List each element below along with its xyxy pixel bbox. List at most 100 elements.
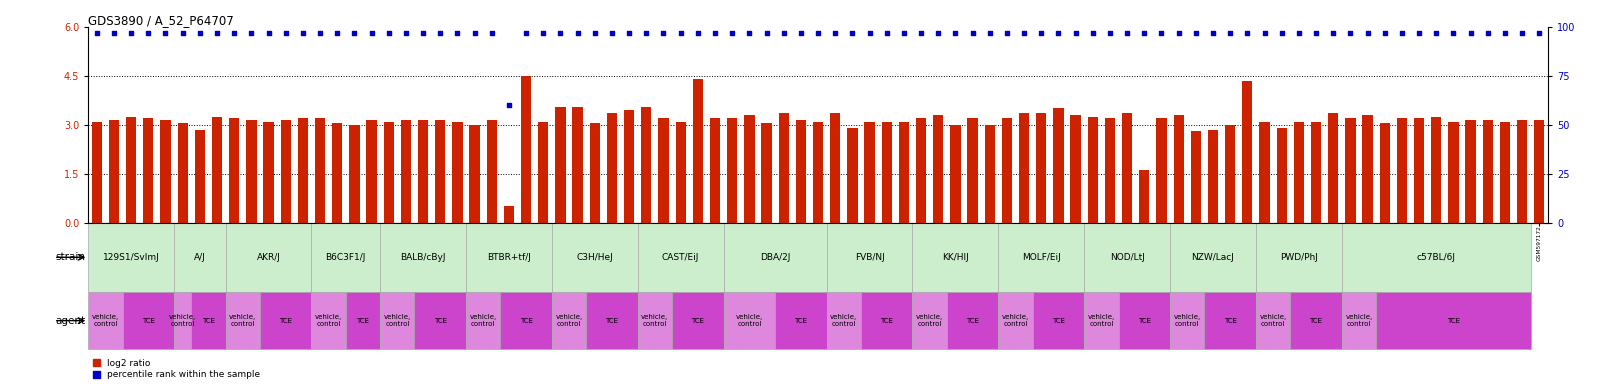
Bar xyxy=(1482,120,1493,223)
Bar xyxy=(414,292,467,349)
Text: TCE: TCE xyxy=(605,318,619,324)
Bar xyxy=(762,123,772,223)
Bar xyxy=(1448,121,1458,223)
Point xyxy=(393,30,419,36)
Bar xyxy=(913,223,998,292)
Point xyxy=(1423,30,1448,36)
Text: TCE: TCE xyxy=(1137,318,1150,324)
Bar xyxy=(1054,109,1063,223)
Text: c57BL/6J: c57BL/6J xyxy=(1416,253,1456,262)
Point xyxy=(324,30,350,36)
Point xyxy=(926,30,951,36)
Bar xyxy=(435,120,446,223)
Point xyxy=(1011,30,1036,36)
Point xyxy=(805,30,831,36)
Text: strain: strain xyxy=(55,252,85,262)
Text: TCE: TCE xyxy=(794,318,807,324)
Bar xyxy=(1310,121,1322,223)
Point xyxy=(308,30,334,36)
Point xyxy=(547,30,573,36)
Bar xyxy=(1019,113,1030,223)
Point xyxy=(1079,30,1105,36)
Text: NOD/LtJ: NOD/LtJ xyxy=(1110,253,1145,262)
Bar xyxy=(946,292,998,349)
Bar xyxy=(486,120,497,223)
Point xyxy=(255,30,281,36)
Point xyxy=(667,30,693,36)
Point xyxy=(943,30,969,36)
Bar xyxy=(537,121,549,223)
Point xyxy=(959,30,985,36)
Bar xyxy=(226,223,311,292)
Point xyxy=(857,30,882,36)
Text: A/J: A/J xyxy=(194,253,205,262)
Point xyxy=(1166,30,1192,36)
Bar xyxy=(865,121,874,223)
Point xyxy=(651,30,677,36)
Bar xyxy=(950,125,961,223)
Bar xyxy=(311,292,346,349)
Text: C3H/HeJ: C3H/HeJ xyxy=(576,253,613,262)
Bar xyxy=(744,115,754,223)
Bar xyxy=(191,292,226,349)
Text: TCE: TCE xyxy=(1052,318,1065,324)
Text: TCE: TCE xyxy=(356,318,369,324)
Text: TCE: TCE xyxy=(966,318,978,324)
Point xyxy=(1371,30,1397,36)
Bar xyxy=(1190,131,1201,223)
Bar xyxy=(88,223,175,292)
Bar xyxy=(775,292,826,349)
Point xyxy=(1131,30,1156,36)
Text: vehicle,
control: vehicle, control xyxy=(1174,314,1201,327)
Bar xyxy=(1169,223,1256,292)
Point xyxy=(1440,30,1466,36)
Bar xyxy=(829,113,840,223)
Point xyxy=(101,30,127,36)
Bar xyxy=(1241,81,1253,223)
Point xyxy=(1407,30,1432,36)
Text: PWD/PhJ: PWD/PhJ xyxy=(1280,253,1318,262)
Point xyxy=(1320,30,1346,36)
Bar xyxy=(366,120,377,223)
Point xyxy=(204,30,229,36)
Point xyxy=(1527,30,1553,36)
Bar xyxy=(1294,121,1304,223)
Bar xyxy=(1343,292,1376,349)
Bar xyxy=(675,121,687,223)
Bar xyxy=(826,223,913,292)
Point xyxy=(582,30,608,36)
Point xyxy=(565,30,590,36)
Text: TCE: TCE xyxy=(1447,318,1460,324)
Point xyxy=(823,30,849,36)
Text: NZW/LacJ: NZW/LacJ xyxy=(1192,253,1235,262)
Bar xyxy=(260,292,311,349)
Bar xyxy=(1533,120,1545,223)
Point xyxy=(1235,30,1261,36)
Bar xyxy=(1277,128,1286,223)
Bar xyxy=(913,292,946,349)
Bar xyxy=(1343,223,1530,292)
Bar xyxy=(332,123,342,223)
Bar xyxy=(226,292,260,349)
Point xyxy=(1184,30,1209,36)
Text: vehicle,
control: vehicle, control xyxy=(91,314,119,327)
Bar xyxy=(693,79,703,223)
Bar xyxy=(813,121,823,223)
Text: GDS3890 / A_52_P64707: GDS3890 / A_52_P64707 xyxy=(88,14,234,27)
Bar xyxy=(796,120,807,223)
Point xyxy=(1148,30,1174,36)
Bar xyxy=(847,128,858,223)
Bar xyxy=(1156,118,1166,223)
Bar xyxy=(1139,170,1150,223)
Point xyxy=(513,30,539,36)
Bar xyxy=(212,117,223,223)
Bar xyxy=(1362,115,1373,223)
Point xyxy=(1251,30,1277,36)
Bar xyxy=(573,107,582,223)
Bar xyxy=(552,223,638,292)
Bar xyxy=(122,292,175,349)
Point xyxy=(375,30,401,36)
Bar xyxy=(1088,117,1099,223)
Text: TCE: TCE xyxy=(202,318,215,324)
Bar xyxy=(88,292,122,349)
